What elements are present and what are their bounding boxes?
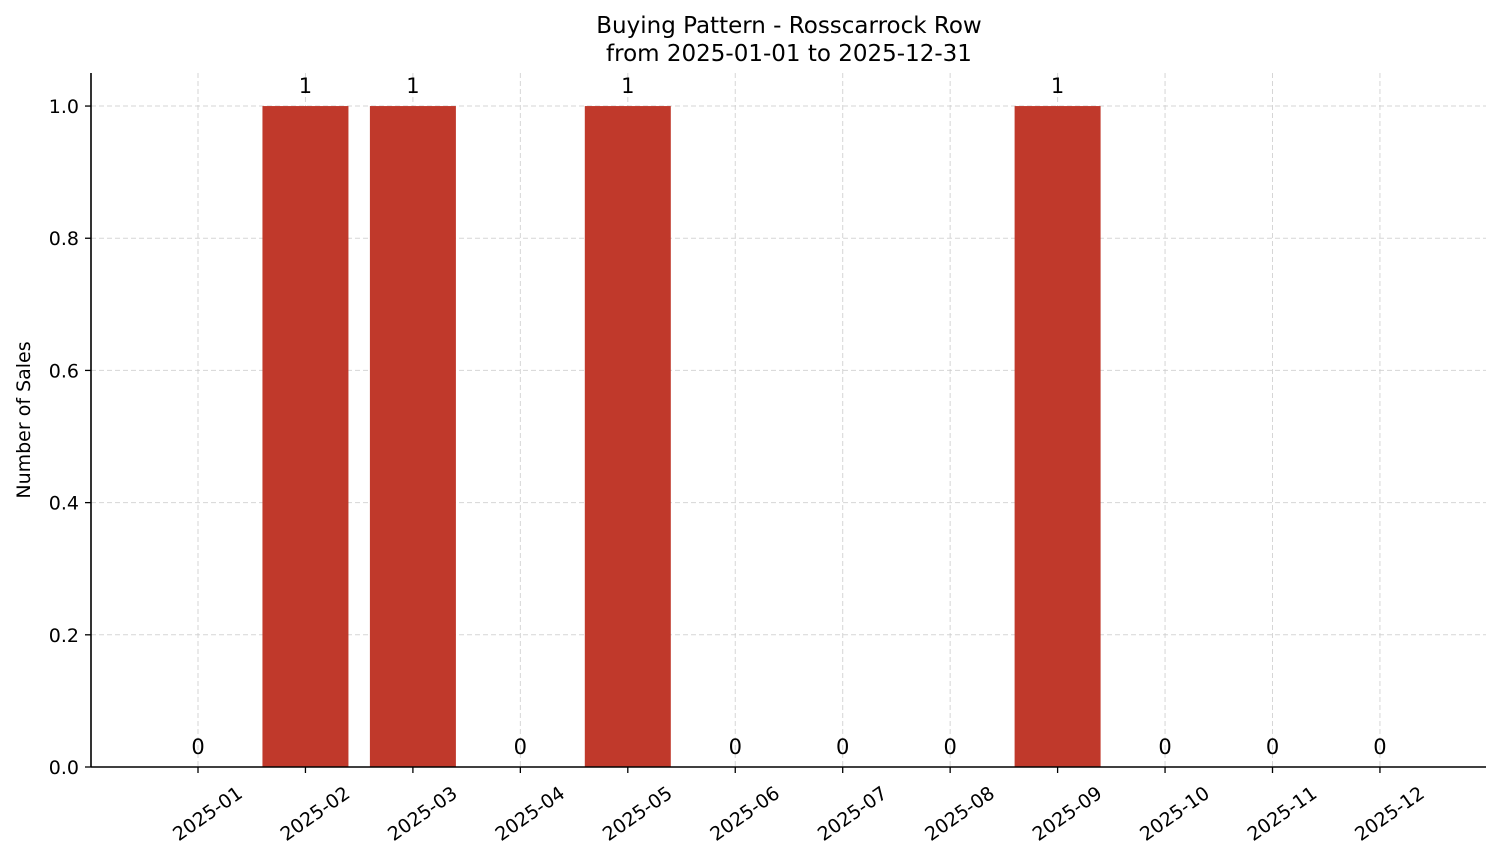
bar-value-label: 0 xyxy=(1266,735,1279,759)
bar-value-label: 0 xyxy=(836,735,849,759)
chart-title: Buying Pattern - Rosscarrock Row xyxy=(596,13,981,39)
x-tick-label: 2025-01 xyxy=(169,782,247,846)
bar-value-labels: 0 1 1 0 1 0 0 0 1 0 0 0 xyxy=(191,74,1386,759)
y-tick-label: 1.0 xyxy=(49,96,79,118)
y-tick-label: 0.6 xyxy=(49,360,79,382)
x-tick-label: 2025-03 xyxy=(384,782,462,846)
x-tick-label: 2025-08 xyxy=(921,782,999,846)
x-tick-label: 2025-02 xyxy=(276,782,354,846)
y-ticks: 0.0 0.2 0.4 0.6 0.8 1.0 xyxy=(49,96,91,779)
bar-value-label: 0 xyxy=(1373,735,1386,759)
y-tick-label: 0.2 xyxy=(49,625,79,647)
x-tick-label: 2025-10 xyxy=(1136,782,1214,846)
chart-subtitle: from 2025-01-01 to 2025-12-31 xyxy=(606,41,972,67)
bar-value-label: 1 xyxy=(621,74,634,98)
y-tick-label: 0.8 xyxy=(49,228,79,250)
axes xyxy=(90,73,1486,768)
bar-value-label: 1 xyxy=(299,74,312,98)
bar-value-label: 1 xyxy=(406,74,419,98)
bar-value-label: 0 xyxy=(514,735,527,759)
bar-value-label: 0 xyxy=(191,735,204,759)
bar xyxy=(262,106,349,768)
bar xyxy=(369,106,456,768)
bars xyxy=(262,106,1101,768)
x-tick-label: 2025-06 xyxy=(706,782,784,846)
x-tick-label: 2025-09 xyxy=(1029,782,1107,846)
y-tick-label: 0.4 xyxy=(49,493,79,515)
x-tick-label: 2025-11 xyxy=(1244,782,1322,846)
bar xyxy=(1014,106,1101,768)
bar-value-label: 0 xyxy=(943,735,956,759)
x-tick-label: 2025-07 xyxy=(814,782,892,846)
y-axis-label: Number of Sales xyxy=(13,341,35,498)
bar-value-label: 0 xyxy=(729,735,742,759)
bar-value-label: 1 xyxy=(1051,74,1064,98)
bar-value-label: 0 xyxy=(1158,735,1171,759)
x-ticks: 2025-01 2025-02 2025-03 2025-04 2025-05 2025-… xyxy=(169,767,1429,846)
bar xyxy=(584,106,671,768)
x-tick-label: 2025-04 xyxy=(491,782,569,846)
x-tick-label: 2025-12 xyxy=(1351,782,1429,846)
x-tick-label: 2025-05 xyxy=(599,782,677,846)
y-tick-label: 0.0 xyxy=(49,757,79,779)
